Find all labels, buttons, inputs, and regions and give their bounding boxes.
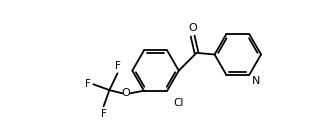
Text: F: F bbox=[101, 109, 107, 119]
Text: F: F bbox=[85, 79, 91, 89]
Text: Cl: Cl bbox=[173, 98, 183, 108]
Text: N: N bbox=[252, 76, 260, 86]
Text: O: O bbox=[122, 88, 131, 98]
Text: F: F bbox=[115, 61, 121, 71]
Text: O: O bbox=[188, 23, 197, 33]
